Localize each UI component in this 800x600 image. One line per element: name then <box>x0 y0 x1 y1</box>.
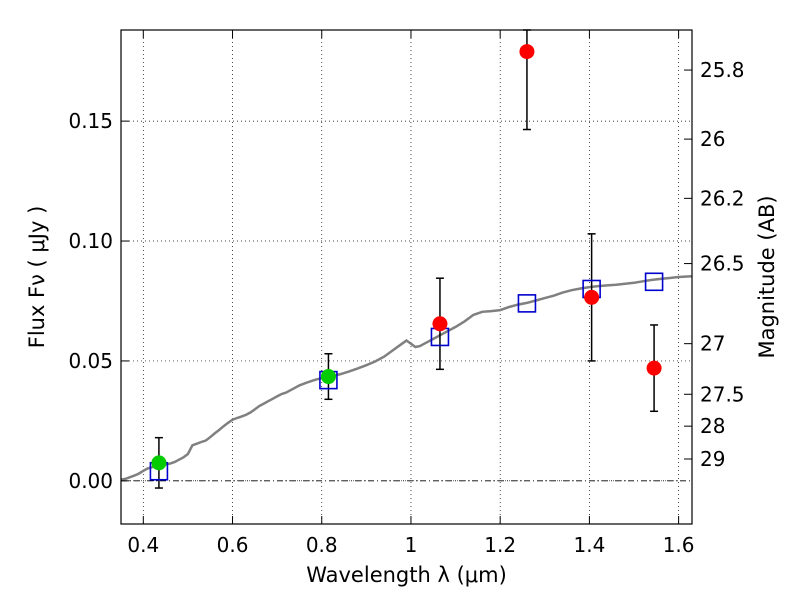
right-tick-label: 27.5 <box>700 382 745 406</box>
model-square-point <box>644 272 664 292</box>
y-tick-label: 0.05 <box>68 349 113 373</box>
ticks <box>121 30 692 524</box>
plot-frame <box>120 29 693 525</box>
x-axis-label: Wavelength λ (μm) <box>306 563 507 587</box>
measurement-point <box>584 289 600 305</box>
y-tick-label: 0.00 <box>68 469 113 493</box>
x-tick-label: 1.4 <box>573 533 605 557</box>
measurement-point <box>646 360 662 376</box>
right-tick-label: 25.8 <box>700 58 745 82</box>
markers <box>149 44 664 481</box>
right-tick-label: 26.2 <box>700 186 745 210</box>
y-axis-label: Flux Fν ( μJy ) <box>25 206 49 349</box>
detection-point <box>151 455 167 471</box>
measurement-point <box>519 44 535 60</box>
y-tick-label: 0.15 <box>68 109 113 133</box>
right-tick-label: 26 <box>700 127 725 151</box>
measurement-point <box>432 316 448 332</box>
x-tick-label: 1.2 <box>484 533 516 557</box>
right-tick-label: 27 <box>700 332 725 356</box>
x-tick-label: 1 <box>405 533 418 557</box>
model-square-point <box>517 294 537 313</box>
x-tick-label: 1.6 <box>663 533 695 557</box>
right-tick-label: 29 <box>700 447 725 471</box>
x-tick-label: 0.8 <box>306 533 338 557</box>
right-tick-label: 26.5 <box>700 252 745 276</box>
x-tick-label: 0.6 <box>217 533 249 557</box>
right-axis-label: Magnitude (AB) <box>755 195 779 358</box>
right-tick-label: 28 <box>700 414 725 438</box>
detection-point <box>320 369 336 385</box>
tick-labels: 0.4 0.6 0.8 1 1.2 1.4 1.6 0.00 0.05 0.10 0.15 25.8 2… <box>68 58 744 557</box>
x-tick-label: 0.4 <box>127 533 159 557</box>
y-tick-label: 0.10 <box>68 229 113 253</box>
